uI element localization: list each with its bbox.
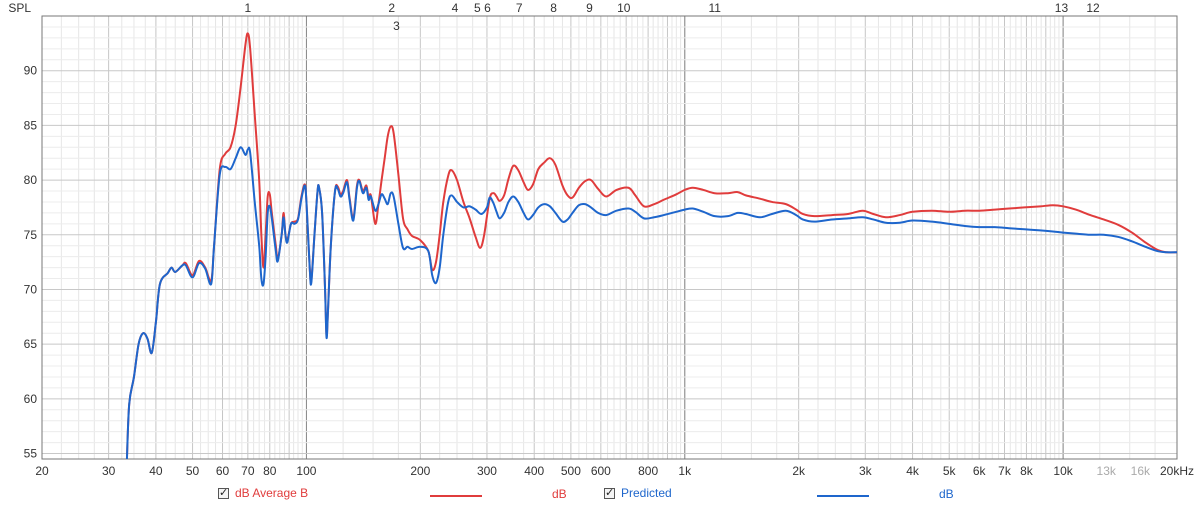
marker-label: 13: [1055, 1, 1069, 15]
legend-swatch-average-b: [430, 495, 482, 497]
y-tick-label: 60: [24, 392, 38, 406]
x-tick-label: 3k: [859, 464, 873, 478]
average-b-checkbox[interactable]: [218, 486, 229, 499]
x-tick-label: 2k: [792, 464, 806, 478]
x-tick-label: 1k: [678, 464, 692, 478]
x-tick-label: 50: [186, 464, 200, 478]
x-tick-label: 20: [35, 464, 49, 478]
marker-label: 6: [484, 1, 491, 15]
y-tick-label: 75: [24, 228, 38, 242]
series-line-predicted: [125, 146, 1177, 459]
predicted-checkbox[interactable]: [604, 486, 615, 499]
y-axis-label: SPL: [8, 1, 31, 15]
x-tick-label: 4k: [906, 464, 920, 478]
plot-background: [42, 16, 1177, 459]
marker-label: 3: [393, 19, 400, 33]
y-tick-label: 65: [24, 337, 38, 351]
marker-label: 9: [586, 1, 593, 15]
y-tick-label: 55: [24, 447, 38, 461]
x-tick-label: 30: [102, 464, 116, 478]
legend: dB Average B dB Predicted dB: [0, 486, 1200, 506]
x-tick-label: 70: [241, 464, 255, 478]
marker-label: 4: [452, 1, 459, 15]
marker-label: 12: [1086, 1, 1100, 15]
x-tick-label: 100: [296, 464, 316, 478]
marker-label: 8: [550, 1, 557, 15]
x-tick-label: 16k: [1131, 464, 1151, 478]
x-tick-label: 80: [263, 464, 277, 478]
marker-label: 10: [617, 1, 631, 15]
x-tick-label: 20kHz: [1160, 464, 1194, 478]
x-tick-label: 400: [524, 464, 544, 478]
legend-unit-average-b: dB: [552, 487, 567, 501]
x-tick-label: 300: [477, 464, 497, 478]
legend-swatch-predicted: [817, 495, 869, 497]
legend-label-average-b: dB Average B: [235, 486, 309, 500]
marker-label: 11: [708, 1, 721, 15]
x-tick-label: 8k: [1020, 464, 1034, 478]
x-tick-label: 200: [410, 464, 430, 478]
series-line-average-b: [125, 32, 1177, 459]
x-tick-label: 600: [591, 464, 611, 478]
x-tick-label: 13k: [1097, 464, 1117, 478]
x-tick-label: 500: [561, 464, 581, 478]
x-tick-label: 5k: [943, 464, 957, 478]
plot-frame: [41, 15, 1178, 460]
x-tick-label: 60: [216, 464, 230, 478]
legend-item-predicted[interactable]: Predicted: [604, 486, 672, 500]
x-tick-label: 10k: [1053, 464, 1073, 478]
y-tick-label: 70: [24, 282, 38, 296]
marker-label: 2: [388, 1, 395, 15]
legend-unit-predicted: dB: [939, 487, 954, 501]
marker-label: 7: [516, 1, 523, 15]
x-tick-label: 800: [638, 464, 658, 478]
y-tick-label: 90: [24, 64, 38, 78]
x-tick-label: 7k: [998, 464, 1012, 478]
y-tick-label: 80: [24, 173, 38, 187]
marker-label: 5: [474, 1, 481, 15]
x-tick-label: 6k: [973, 464, 987, 478]
legend-label-predicted: Predicted: [621, 486, 672, 500]
legend-item-average-b[interactable]: dB Average B: [218, 486, 308, 500]
marker-label: 1: [244, 1, 251, 15]
y-tick-label: 85: [24, 118, 38, 132]
x-tick-label: 40: [149, 464, 163, 478]
